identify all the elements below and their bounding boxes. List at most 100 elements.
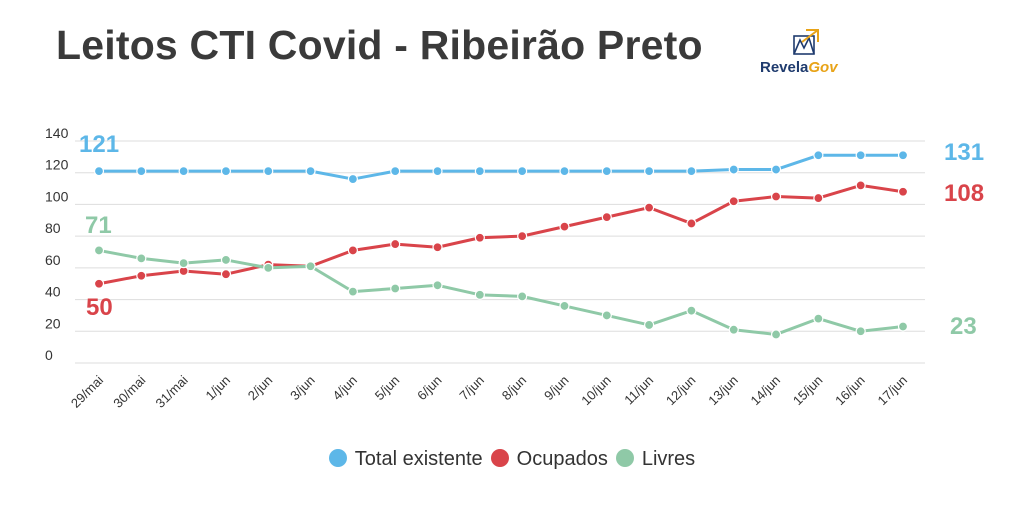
data-point-livres — [136, 253, 147, 264]
data-point-total — [601, 166, 612, 177]
x-tick-label: 9/jun — [541, 373, 572, 404]
x-tick-label: 14/jun — [748, 373, 784, 409]
data-point-ocupados — [220, 269, 232, 280]
data-point-livres — [728, 324, 739, 335]
data-point-ocupados — [93, 278, 105, 289]
logo-text: RevelaGov — [760, 59, 838, 76]
data-point-livres — [93, 245, 105, 256]
data-point-total — [178, 166, 189, 177]
data-point-ocupados — [728, 196, 739, 207]
x-tick-label: 7/jun — [456, 373, 487, 404]
legend-dot-icon — [615, 449, 634, 467]
legend-label: Ocupados — [516, 448, 608, 470]
chart-title: Leitos CTI Covid - Ribeirão Preto — [56, 22, 703, 68]
data-point-total — [728, 164, 739, 175]
data-point-ocupados — [517, 231, 528, 242]
data-point-total — [474, 166, 485, 177]
data-point-livres — [601, 310, 612, 321]
data-point-livres — [432, 280, 443, 291]
data-point-ocupados — [855, 180, 866, 191]
revelagov-logo: RevelaGov — [760, 28, 860, 78]
x-tick-label: 2/jun — [245, 373, 276, 404]
x-tick-label: 6/jun — [414, 373, 445, 404]
data-point-total — [770, 164, 782, 175]
series-line-total — [99, 153, 903, 181]
x-tick-label: 30/mai — [110, 372, 148, 410]
end-label-ocupados: 108 — [944, 180, 984, 207]
x-tick-label: 17/jun — [874, 373, 910, 409]
logo-text-revela: Revela — [760, 59, 809, 76]
data-point-total — [432, 166, 443, 177]
data-point-total — [305, 166, 316, 177]
legend-item-total: Total existente — [328, 448, 483, 471]
legend-item-ocupados: Ocupados — [490, 448, 608, 471]
building-mark-icon — [793, 29, 819, 55]
series-line-livres — [98, 248, 904, 336]
x-tick-label: 15/jun — [790, 373, 826, 409]
data-point-ocupados — [601, 212, 612, 223]
series-line-ocupados — [98, 183, 904, 286]
data-point-ocupados — [559, 221, 570, 232]
data-point-livres — [813, 313, 824, 324]
x-tick-label: 1/jun — [203, 373, 234, 404]
y-tick-label: 20 — [45, 315, 61, 331]
data-point-total — [390, 166, 401, 177]
data-point-total — [897, 150, 909, 161]
data-point-ocupados — [474, 232, 485, 243]
data-point-ocupados — [390, 238, 401, 250]
x-tick-label: 12/jun — [663, 373, 699, 409]
start-label-total: 121 — [79, 131, 119, 158]
data-point-livres — [178, 258, 189, 269]
data-point-total — [686, 166, 697, 177]
legend-item-livres: Livres — [615, 448, 696, 471]
data-point-livres — [897, 321, 909, 332]
data-point-total — [136, 166, 147, 177]
x-tick-label: 11/jun — [621, 373, 656, 408]
data-point-total — [559, 166, 570, 177]
data-point-ocupados — [432, 242, 443, 253]
data-point-total — [644, 166, 655, 177]
chart-legend: Total existente Ocupados Livres — [0, 448, 1024, 471]
end-label-livres: 23 — [950, 313, 977, 340]
x-tick-label: 8/jun — [499, 373, 530, 404]
y-tick-label: 100 — [45, 188, 69, 204]
start-label-livres: 71 — [85, 212, 112, 239]
data-point-ocupados — [347, 245, 358, 256]
x-tick-label: 5/jun — [372, 373, 403, 404]
y-tick-label: 40 — [45, 284, 61, 300]
y-tick-label: 60 — [45, 252, 61, 268]
data-point-livres — [347, 286, 358, 297]
data-point-ocupados — [686, 218, 697, 229]
data-point-livres — [770, 329, 782, 340]
data-point-total — [220, 166, 232, 177]
data-point-total — [813, 150, 824, 161]
x-tick-label: 16/jun — [832, 373, 868, 409]
data-point-livres — [644, 319, 655, 331]
x-tick-label: 4/jun — [329, 373, 360, 404]
data-point-livres — [474, 289, 485, 300]
data-point-total — [347, 173, 358, 185]
data-point-livres — [305, 261, 316, 272]
legend-label: Total existente — [354, 448, 483, 470]
x-tick-label: 13/jun — [705, 373, 741, 409]
legend-label: Livres — [641, 448, 696, 470]
logo-text-gov: Gov — [808, 59, 838, 76]
x-tick-label: 31/mai — [153, 372, 191, 410]
data-point-ocupados — [813, 192, 824, 204]
data-point-ocupados — [770, 191, 782, 202]
y-tick-label: 120 — [45, 157, 69, 173]
data-point-ocupados — [897, 186, 909, 197]
y-tick-label: 80 — [45, 220, 61, 236]
end-label-total: 131 — [944, 139, 984, 166]
data-point-total — [517, 166, 528, 177]
data-point-livres — [220, 254, 232, 266]
data-point-total — [93, 166, 105, 177]
data-point-livres — [263, 262, 274, 273]
data-point-ocupados — [644, 202, 655, 213]
data-point-ocupados — [136, 270, 147, 281]
legend-dot-icon — [328, 449, 347, 467]
x-tick-label: 29/mai — [68, 372, 106, 410]
legend-dot-icon — [490, 449, 509, 467]
x-tick-label: 10/jun — [578, 373, 614, 409]
data-point-livres — [686, 305, 697, 316]
